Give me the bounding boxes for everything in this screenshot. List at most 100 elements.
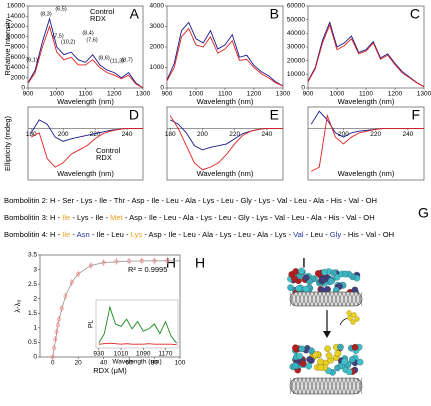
y-tick-label: 60000 xyxy=(287,3,305,10)
y-tick-label: 1 xyxy=(33,325,37,332)
atom xyxy=(330,269,337,277)
y-tick-label: 0 xyxy=(301,85,305,92)
x-tick-label: 220 xyxy=(90,131,101,138)
atom xyxy=(295,285,303,292)
data-line xyxy=(98,342,177,346)
residue: - Lys - Ile - xyxy=(70,213,110,222)
nanotube-mesh xyxy=(325,377,331,395)
y-tick-label: 2000 xyxy=(11,74,26,81)
nanotube-mesh xyxy=(293,291,299,307)
annotation: (9,1) xyxy=(26,57,37,63)
data-point xyxy=(50,355,55,359)
nanotube-mesh xyxy=(329,377,335,395)
peptide-sequence: Bombolitin 4: H - Ile - Asn - Ile - Leu … xyxy=(4,230,394,239)
annotation: (8,6) xyxy=(98,55,109,61)
y-axis-label: λ-λ₀ xyxy=(13,299,22,312)
residue: - Asp - Ile - Leu - Ala - Lys - Leu - Al… xyxy=(142,230,293,239)
nanotube-mesh xyxy=(289,291,295,307)
residue: Asn xyxy=(77,230,90,239)
data-line xyxy=(307,23,425,88)
x-axis-label: Wavelength (nm) xyxy=(197,169,254,178)
arrow-head xyxy=(323,331,331,338)
atom xyxy=(351,343,359,351)
data-line xyxy=(27,25,144,89)
data-line xyxy=(30,128,143,168)
atom xyxy=(292,268,300,275)
residue: Ile xyxy=(62,213,70,222)
plot-area xyxy=(27,5,144,89)
x-tick-label: 240 xyxy=(122,131,133,138)
x-tick-label: 1200 xyxy=(247,91,262,98)
x-axis-label: Wavelength (nm) xyxy=(197,97,254,106)
nanotube xyxy=(289,291,363,307)
nanotube-mesh xyxy=(333,377,339,395)
data-point xyxy=(89,263,93,268)
plot-area xyxy=(307,106,425,181)
y-axis-label: PL xyxy=(88,320,95,328)
nanotube-mesh xyxy=(309,291,315,307)
x-tick-label: 1200 xyxy=(107,91,122,98)
panel-label: D xyxy=(129,107,139,123)
atom xyxy=(324,345,331,353)
data-line xyxy=(169,115,283,171)
data-point xyxy=(76,272,81,276)
residue: - xyxy=(70,230,76,239)
y-tick-label: 50000 xyxy=(287,16,305,23)
atom xyxy=(342,270,349,278)
atom xyxy=(306,278,313,286)
y-tick-label: 40000 xyxy=(287,30,305,37)
nanotube-mesh xyxy=(317,291,323,307)
y-tick-label: 12000 xyxy=(7,23,25,30)
x-tick-label: 1300 xyxy=(136,91,151,98)
nanotube xyxy=(289,377,363,395)
nanotube-mesh xyxy=(313,291,319,307)
atom xyxy=(306,356,313,363)
atom xyxy=(325,352,333,359)
y-tick-label: 10000 xyxy=(7,33,25,40)
y-tick-label: 6000 xyxy=(11,54,26,61)
x-axis-label: Wavelength (nm) xyxy=(112,359,161,366)
x-tick-label: 0 xyxy=(51,360,55,367)
data-point xyxy=(101,260,106,265)
x-tick-label: 180 xyxy=(26,131,37,138)
data-point xyxy=(165,258,170,263)
nanotube-mesh xyxy=(309,377,315,395)
y-tick-label: 0.5 xyxy=(28,339,37,346)
panel-label: A xyxy=(130,6,140,22)
nanotube-mesh xyxy=(357,291,363,307)
atom xyxy=(298,345,306,353)
legend-entry: Control xyxy=(96,146,121,155)
nanotube-mesh xyxy=(289,377,295,395)
data-point xyxy=(53,337,58,342)
x-tick-label: 1170 xyxy=(158,351,172,358)
nanotube-mesh xyxy=(305,377,311,395)
data-point xyxy=(114,259,119,264)
y-tick-label: 4000 xyxy=(11,64,26,71)
residue: - Leu - xyxy=(304,230,330,239)
residue: Lys xyxy=(131,230,143,239)
residue: Bombolitin 2: H - Ser - Lys - Ile - Thr … xyxy=(4,196,377,205)
x-tick-label: 1100 xyxy=(79,91,93,98)
nanotube-mesh xyxy=(329,291,335,307)
y-axis-label: Ellipticity (mdeg) xyxy=(3,115,12,171)
y-tick-label: 0 xyxy=(21,85,25,92)
nanotube-mesh xyxy=(321,377,327,395)
atom xyxy=(296,352,303,360)
rdx-atom xyxy=(351,312,357,318)
y-tick-label: 1.5 xyxy=(28,310,37,317)
nanotube-mesh xyxy=(353,291,359,307)
x-tick-label: 200 xyxy=(197,131,208,138)
x-tick-label: 220 xyxy=(370,131,381,138)
atom xyxy=(356,358,364,366)
plot-area xyxy=(166,5,284,89)
x-tick-label: 100 xyxy=(175,360,186,367)
y-tick-label: 16000 xyxy=(7,3,25,10)
x-tick-label: 60 xyxy=(125,360,133,367)
rdx-atom xyxy=(346,310,352,316)
annotation: (10,2) xyxy=(61,39,76,45)
nanotube-mesh xyxy=(349,291,355,307)
x-axis-label: Wavelength (nm) xyxy=(57,97,114,106)
x-axis-label: Wavelength (nm) xyxy=(57,169,114,178)
atom xyxy=(314,270,322,277)
nanotube-mesh xyxy=(305,291,311,307)
